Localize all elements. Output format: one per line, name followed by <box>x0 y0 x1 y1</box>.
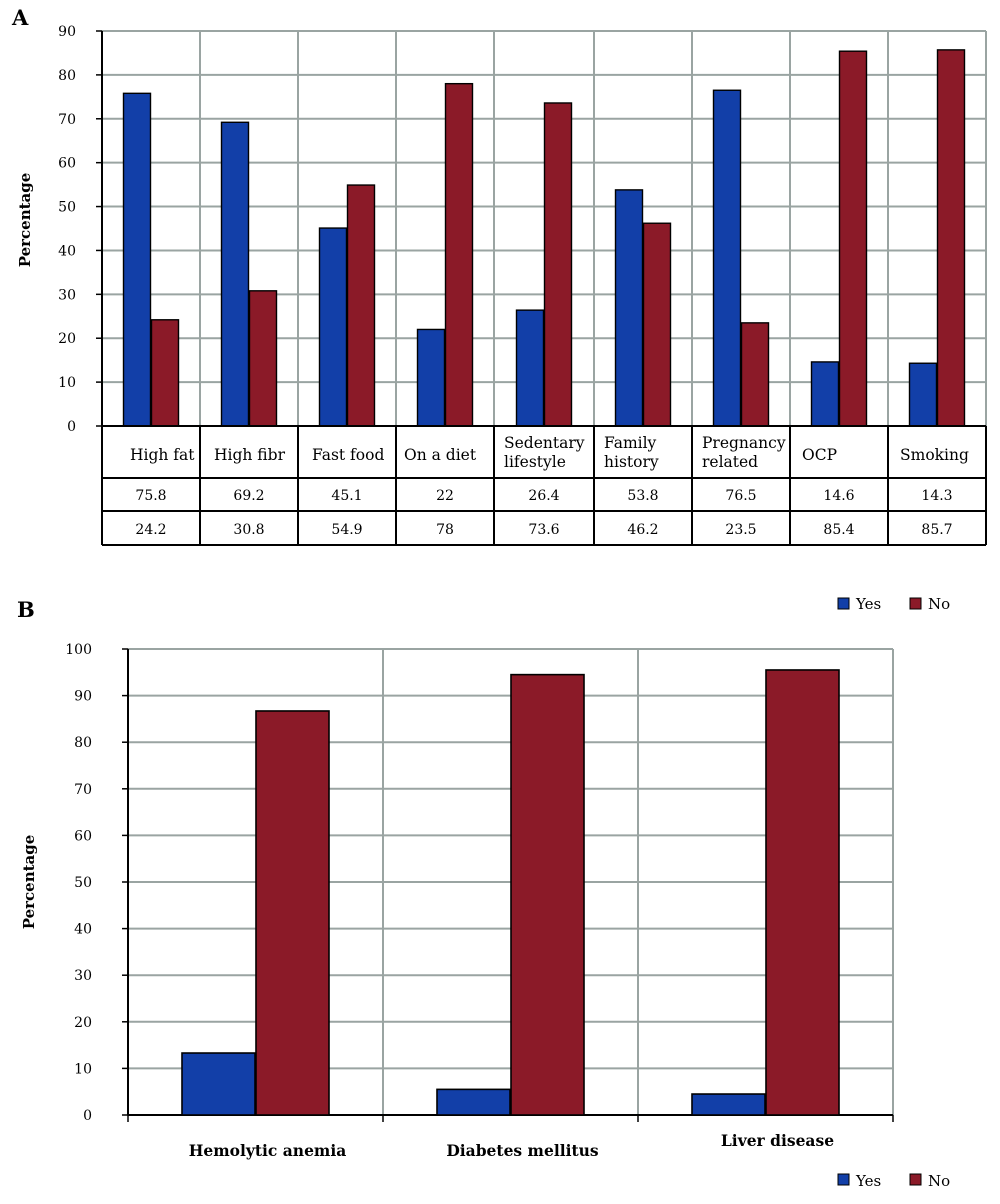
y-tick-label: 40 <box>58 243 76 259</box>
table-cell-yes-on-a-diet: 22 <box>436 488 454 504</box>
legend-swatch-no <box>909 1173 922 1186</box>
bar-no-fast-food <box>346 184 376 427</box>
table-cell-yes-sedentary-lifestyle: 26.4 <box>528 488 559 504</box>
table-cell-no-family-history: 46.2 <box>627 522 658 538</box>
category-label-fast-food: Fast food <box>312 446 384 464</box>
y-tick-label: 0 <box>67 419 76 435</box>
table-cell-no-high-fibr: 30.8 <box>233 522 264 538</box>
table-cell-yes-pregnancy-related: 76.5 <box>725 488 756 504</box>
bar-no-family-history <box>642 222 672 427</box>
y-tick-label: 80 <box>74 735 92 751</box>
bar-yes-sedentary-lifestyle <box>515 309 545 427</box>
bar-yes-high-fibr <box>220 121 250 427</box>
table-cell-yes-high-fibr: 69.2 <box>233 488 264 504</box>
y-tick-label: 100 <box>65 642 92 658</box>
y-tick-label: 20 <box>74 1015 92 1031</box>
y-tick-label: 10 <box>74 1061 92 1077</box>
bar-no-hemolytic-anemia <box>255 710 330 1116</box>
category-label-on-a-diet: On a diet <box>404 446 477 464</box>
panel-letter-b: B <box>17 597 35 622</box>
table-cell-yes-family-history: 53.8 <box>627 488 658 504</box>
y-tick-label: 80 <box>58 68 76 84</box>
bar-no-high-fat <box>150 319 180 427</box>
bar-yes-ocp <box>810 361 840 427</box>
bar-no-pregnancy-related <box>740 322 770 427</box>
table-cell-yes-high-fat: 75.8 <box>135 488 166 504</box>
table-cell-yes-ocp: 14.6 <box>823 488 854 504</box>
y-axis-label: Percentage <box>20 835 38 930</box>
y-tick-label: 30 <box>58 287 76 303</box>
bar-yes-pregnancy-related <box>712 89 742 427</box>
category-label-sedentary-lifestyle: Sedentary lifestyle <box>504 434 585 471</box>
y-tick-label: 50 <box>58 200 76 216</box>
table-cell-yes-smoking: 14.3 <box>921 488 952 504</box>
category-label-hemolytic-anemia: Hemolytic anemia <box>189 1141 347 1160</box>
table-cell-no-ocp: 85.4 <box>823 522 854 538</box>
legend-label-no: No <box>928 595 950 613</box>
bar-no-sedentary-lifestyle <box>543 102 573 427</box>
category-label-smoking: Smoking <box>900 446 969 464</box>
category-label-pregnancy-related: Pregnancy related <box>702 434 786 471</box>
table-cell-no-fast-food: 54.9 <box>331 522 362 538</box>
bar-no-ocp <box>838 50 868 427</box>
legend-label-no: No <box>928 1172 950 1190</box>
table-cell-no-sedentary-lifestyle: 73.6 <box>528 522 559 538</box>
y-tick-label: 40 <box>74 922 92 938</box>
panel-a-chart: A 0 10 20 30 40 50 60 70 80 90 Percentage High fat Hi… <box>11 5 987 613</box>
bar-yes-high-fat <box>122 92 152 427</box>
table-cell-no-high-fat: 24.2 <box>135 522 166 538</box>
category-label-diabetes-mellitus: Diabetes mellitus <box>446 1141 599 1160</box>
y-tick-label: 30 <box>74 968 92 984</box>
panel-b-chart: B 0 10 20 30 40 50 60 70 80 90 100 Percentage Hemolyt… <box>17 597 950 1190</box>
bar-yes-smoking <box>908 362 938 427</box>
bar-no-high-fibr <box>248 290 278 427</box>
bar-no-liver-disease <box>765 669 840 1116</box>
y-tick-label: 10 <box>58 375 76 391</box>
y-tick-label: 70 <box>74 782 92 798</box>
category-label-high-fat: High fat <box>130 446 195 464</box>
table-cell-no-pregnancy-related: 23.5 <box>725 522 756 538</box>
bar-yes-diabetes-mellitus <box>436 1088 511 1116</box>
bar-no-smoking <box>936 49 966 427</box>
bar-no-diabetes-mellitus <box>510 673 585 1116</box>
category-label-high-fibr: High fibr <box>214 446 286 464</box>
table-cell-yes-fast-food: 45.1 <box>331 488 362 504</box>
category-label-liver-disease: Liver disease <box>721 1131 834 1150</box>
legend-swatch-no <box>909 597 922 610</box>
y-axis-label: Percentage <box>16 173 34 268</box>
y-tick-label: 60 <box>74 828 92 844</box>
y-tick-label: 50 <box>74 875 92 891</box>
bar-yes-on-a-diet <box>416 328 446 427</box>
y-tick-label: 0 <box>83 1108 92 1124</box>
panel-letter-a: A <box>11 5 29 30</box>
legend-swatch-yes <box>837 1173 850 1186</box>
y-tick-label: 20 <box>58 331 76 347</box>
legend-swatch-yes <box>837 597 850 610</box>
category-label-ocp: OCP <box>802 446 837 464</box>
bar-no-on-a-diet <box>444 82 474 427</box>
bar-yes-hemolytic-anemia <box>181 1052 256 1116</box>
y-tick-label: 90 <box>58 24 76 40</box>
bar-yes-liver-disease <box>691 1093 766 1116</box>
y-tick-label: 60 <box>58 156 76 172</box>
bar-yes-family-history <box>614 189 644 427</box>
y-tick-label: 90 <box>74 689 92 705</box>
y-tick-label: 70 <box>58 112 76 128</box>
table-cell-no-on-a-diet: 78 <box>436 522 454 538</box>
table-cell-no-smoking: 85.7 <box>921 522 952 538</box>
legend-label-yes: Yes <box>855 595 881 613</box>
bar-yes-fast-food <box>318 227 348 427</box>
category-label-family-history: Family history <box>604 434 659 471</box>
legend-label-yes: Yes <box>855 1172 881 1190</box>
